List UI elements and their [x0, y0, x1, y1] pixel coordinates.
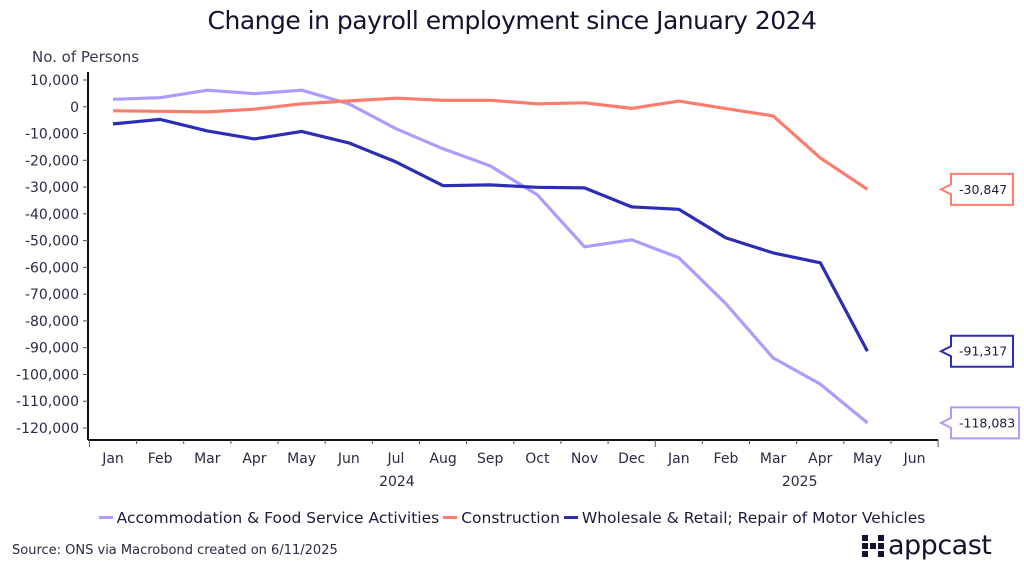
x-tick-label: Apr — [242, 451, 266, 467]
x-tick-label: Sep — [477, 451, 504, 467]
source-note: Source: ONS via Macrobond created on 6/1… — [12, 543, 338, 558]
series-line — [112, 96, 869, 191]
x-tick-label: May — [853, 451, 882, 467]
x-tick-label: Aug — [429, 451, 456, 467]
series-2 — [112, 117, 869, 352]
x-tick-label: Mar — [194, 451, 221, 467]
y-tick-label: 0 — [70, 100, 79, 116]
appcast-logo: appcast — [862, 530, 992, 561]
legend-swatch — [563, 516, 578, 519]
y-tick-label: -110,000 — [16, 394, 79, 410]
legend-item: Wholesale & Retail; Repair of Motor Vehi… — [563, 508, 926, 527]
series-layer — [112, 88, 869, 425]
y-tick-label: -30,000 — [25, 180, 79, 196]
x-tick-label: Dec — [618, 451, 645, 467]
legend-item: Accommodation & Food Service Activities — [98, 508, 440, 527]
end-value-callout: -30,847 — [938, 172, 1014, 206]
legend-item: Construction — [443, 509, 560, 527]
callout-label: -118,083 — [959, 415, 1015, 430]
x-axis: Jan Feb Mar Apr May Jun Jul Aug Sep Oct Nov Dec Jan F… — [88, 439, 939, 490]
x-tick-label: Jan — [101, 451, 124, 467]
callout-box — [938, 334, 1014, 368]
callout-label: -91,317 — [959, 344, 1007, 359]
legend-swatch — [98, 516, 113, 519]
series-line — [112, 117, 869, 352]
y-tick-label: 10,000 — [30, 73, 79, 89]
x-tick-label: Feb — [148, 451, 173, 467]
y-tick-label: -40,000 — [25, 207, 79, 223]
x-tick-label: Jan — [667, 451, 690, 467]
chart-title: Change in payroll employment since Janua… — [207, 6, 817, 35]
x-year-label: 2024 — [379, 474, 415, 490]
y-tick-label: -60,000 — [25, 260, 79, 276]
legend: Accommodation & Food Service Activities C… — [0, 505, 1024, 527]
x-tick-label: May — [287, 451, 316, 467]
logo-mark-icon — [862, 534, 884, 557]
y-tick-label: -120,000 — [16, 421, 79, 437]
series-0 — [112, 88, 869, 425]
y-tick-label: -50,000 — [25, 234, 79, 250]
end-value-callout: -118,083 — [938, 406, 1020, 440]
callout-box — [938, 406, 1020, 440]
x-tick-label: Mar — [760, 451, 787, 467]
x-tick-label: Feb — [714, 451, 739, 467]
x-tick-label: Jul — [386, 451, 404, 467]
y-tick-label: -70,000 — [25, 287, 79, 303]
line-chart: No. of Persons 10,000 0 -10,000 -20,000 -30,0… — [16, 48, 1020, 490]
legend-label: Wholesale & Retail; Repair of Motor Vehi… — [581, 508, 926, 527]
y-tick-label: -90,000 — [25, 341, 79, 357]
x-tick-label: Apr — [808, 451, 832, 467]
x-tick-label: Nov — [571, 451, 598, 467]
y-axis-title: No. of Persons — [32, 48, 139, 66]
legend-swatch — [443, 516, 458, 519]
x-tick-label: Jun — [337, 451, 360, 467]
callout-box — [938, 172, 1014, 206]
legend-label: Construction — [461, 508, 560, 527]
series-line — [112, 88, 869, 425]
series-1 — [112, 96, 869, 191]
x-tick-label: Jun — [903, 451, 926, 467]
y-tick-label: -80,000 — [25, 314, 79, 330]
end-value-callout: -91,317 — [938, 334, 1014, 368]
legend-label: Accommodation & Food Service Activities — [116, 508, 440, 527]
logo-text: appcast — [888, 530, 992, 561]
y-tick-label: -20,000 — [25, 153, 79, 169]
x-year-label: 2025 — [782, 474, 818, 490]
y-tick-label: -10,000 — [25, 127, 79, 143]
x-tick-label: Oct — [525, 451, 550, 467]
end-value-callouts: -118,083 -30,847 -91,317 — [938, 172, 1020, 440]
callout-label: -30,847 — [959, 182, 1007, 197]
y-tick-label: -100,000 — [16, 367, 79, 383]
y-axis: No. of Persons 10,000 0 -10,000 -20,000 -30,0… — [16, 48, 139, 440]
